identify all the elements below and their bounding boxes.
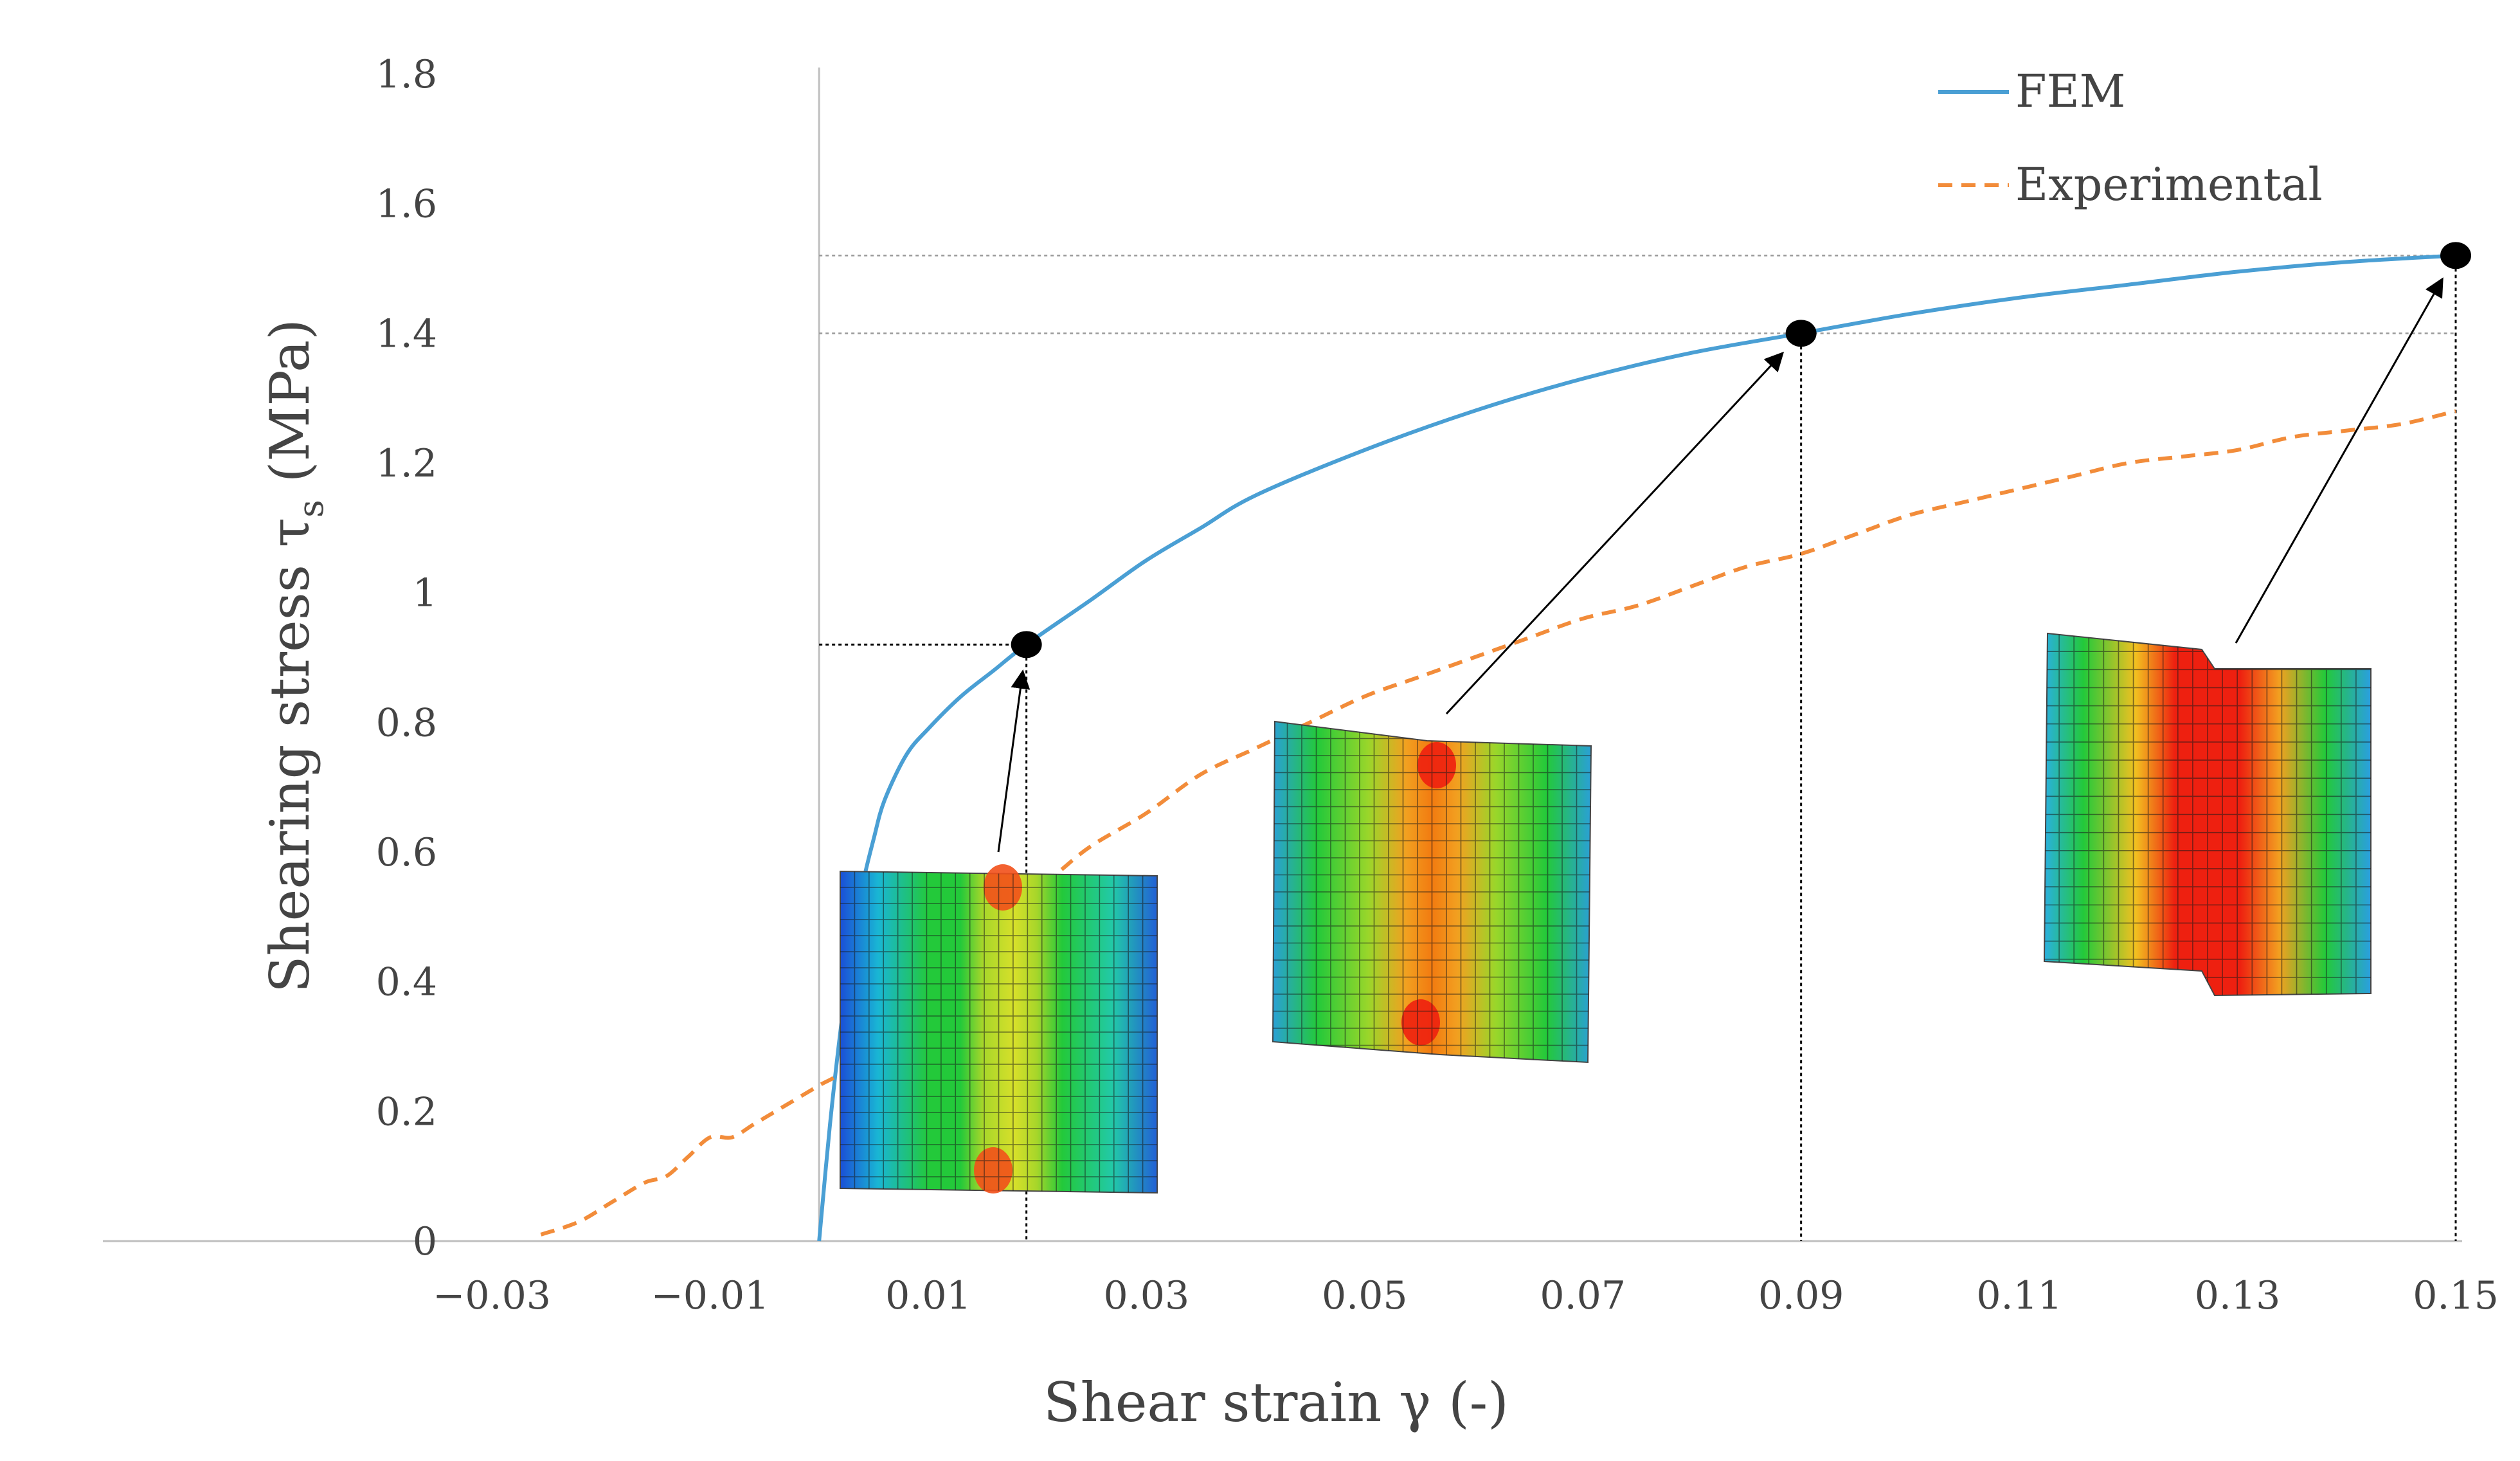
x-tick-label: 0.07 — [1540, 1273, 1626, 1318]
highlight-markers — [1011, 242, 2471, 658]
axes: −0.03 −0.01 0.01 0.03 0.05 0.07 0.09 0.11 0.13 0.… — [103, 52, 2499, 1318]
fem-mesh-grid — [1273, 721, 1591, 1062]
x-tick-label: −0.03 — [433, 1273, 551, 1318]
x-tick-label: 0.01 — [885, 1273, 971, 1318]
y-tick-label: 1.2 — [376, 441, 437, 486]
y-axis-title: Shearing stress τs (MPa) — [258, 319, 331, 993]
y-tick-label: 1.8 — [376, 52, 437, 97]
x-tick-label: 0.05 — [1322, 1273, 1408, 1318]
x-tick-label: 0.03 — [1104, 1273, 1190, 1318]
y-tick-label: 1.6 — [376, 182, 437, 227]
x-tick-label: 0.15 — [2413, 1273, 2499, 1318]
fem-mesh-grid — [2044, 633, 2371, 995]
annotation-arrow — [1445, 351, 1785, 715]
fem-mesh-grid — [840, 871, 1157, 1193]
stress-hotspot — [1401, 999, 1440, 1046]
stress-hotspot — [1418, 742, 1456, 788]
y-tick-label: 0.6 — [376, 830, 437, 875]
x-tick-label: 0.11 — [1976, 1273, 2062, 1318]
y-axis-title-sub: s — [291, 500, 331, 518]
y-tick-label: 0.2 — [376, 1089, 437, 1134]
y-tick-label: 0.4 — [376, 960, 437, 1005]
x-tick-label: −0.01 — [651, 1273, 770, 1318]
legend-fem-label: FEM — [2015, 65, 2125, 118]
y-tick-label: 0.8 — [376, 700, 437, 745]
annotation-arrow — [2235, 277, 2444, 644]
stress-hotspot — [974, 1147, 1013, 1193]
legend: FEM Experimental — [1938, 65, 2323, 211]
fem-inset-stage-3 — [2043, 632, 2372, 997]
highlight-point-marker — [1785, 320, 1817, 347]
highlight-point-marker — [1011, 631, 1042, 658]
annotation-arrow — [997, 669, 1030, 853]
x-axis-title: Shear strain γ (-) — [1043, 1371, 1509, 1434]
y-axis-title-unit: (MPa) — [258, 319, 321, 500]
fem-insets — [840, 277, 2444, 1194]
x-tick-label: 0.13 — [2195, 1273, 2281, 1318]
legend-experimental-label: Experimental — [2015, 158, 2323, 211]
x-tick-label: 0.09 — [1758, 1273, 1844, 1318]
fem-inset-stage-2 — [1272, 720, 1592, 1064]
fem-inset-stage-1 — [840, 864, 1158, 1194]
y-tick-label: 0 — [413, 1219, 437, 1264]
highlight-point-marker — [2440, 242, 2471, 269]
y-tick-label: 1 — [413, 571, 437, 616]
y-tick-label: 1.4 — [376, 311, 437, 356]
y-axis-title-main: Shearing stress τ — [258, 518, 321, 993]
